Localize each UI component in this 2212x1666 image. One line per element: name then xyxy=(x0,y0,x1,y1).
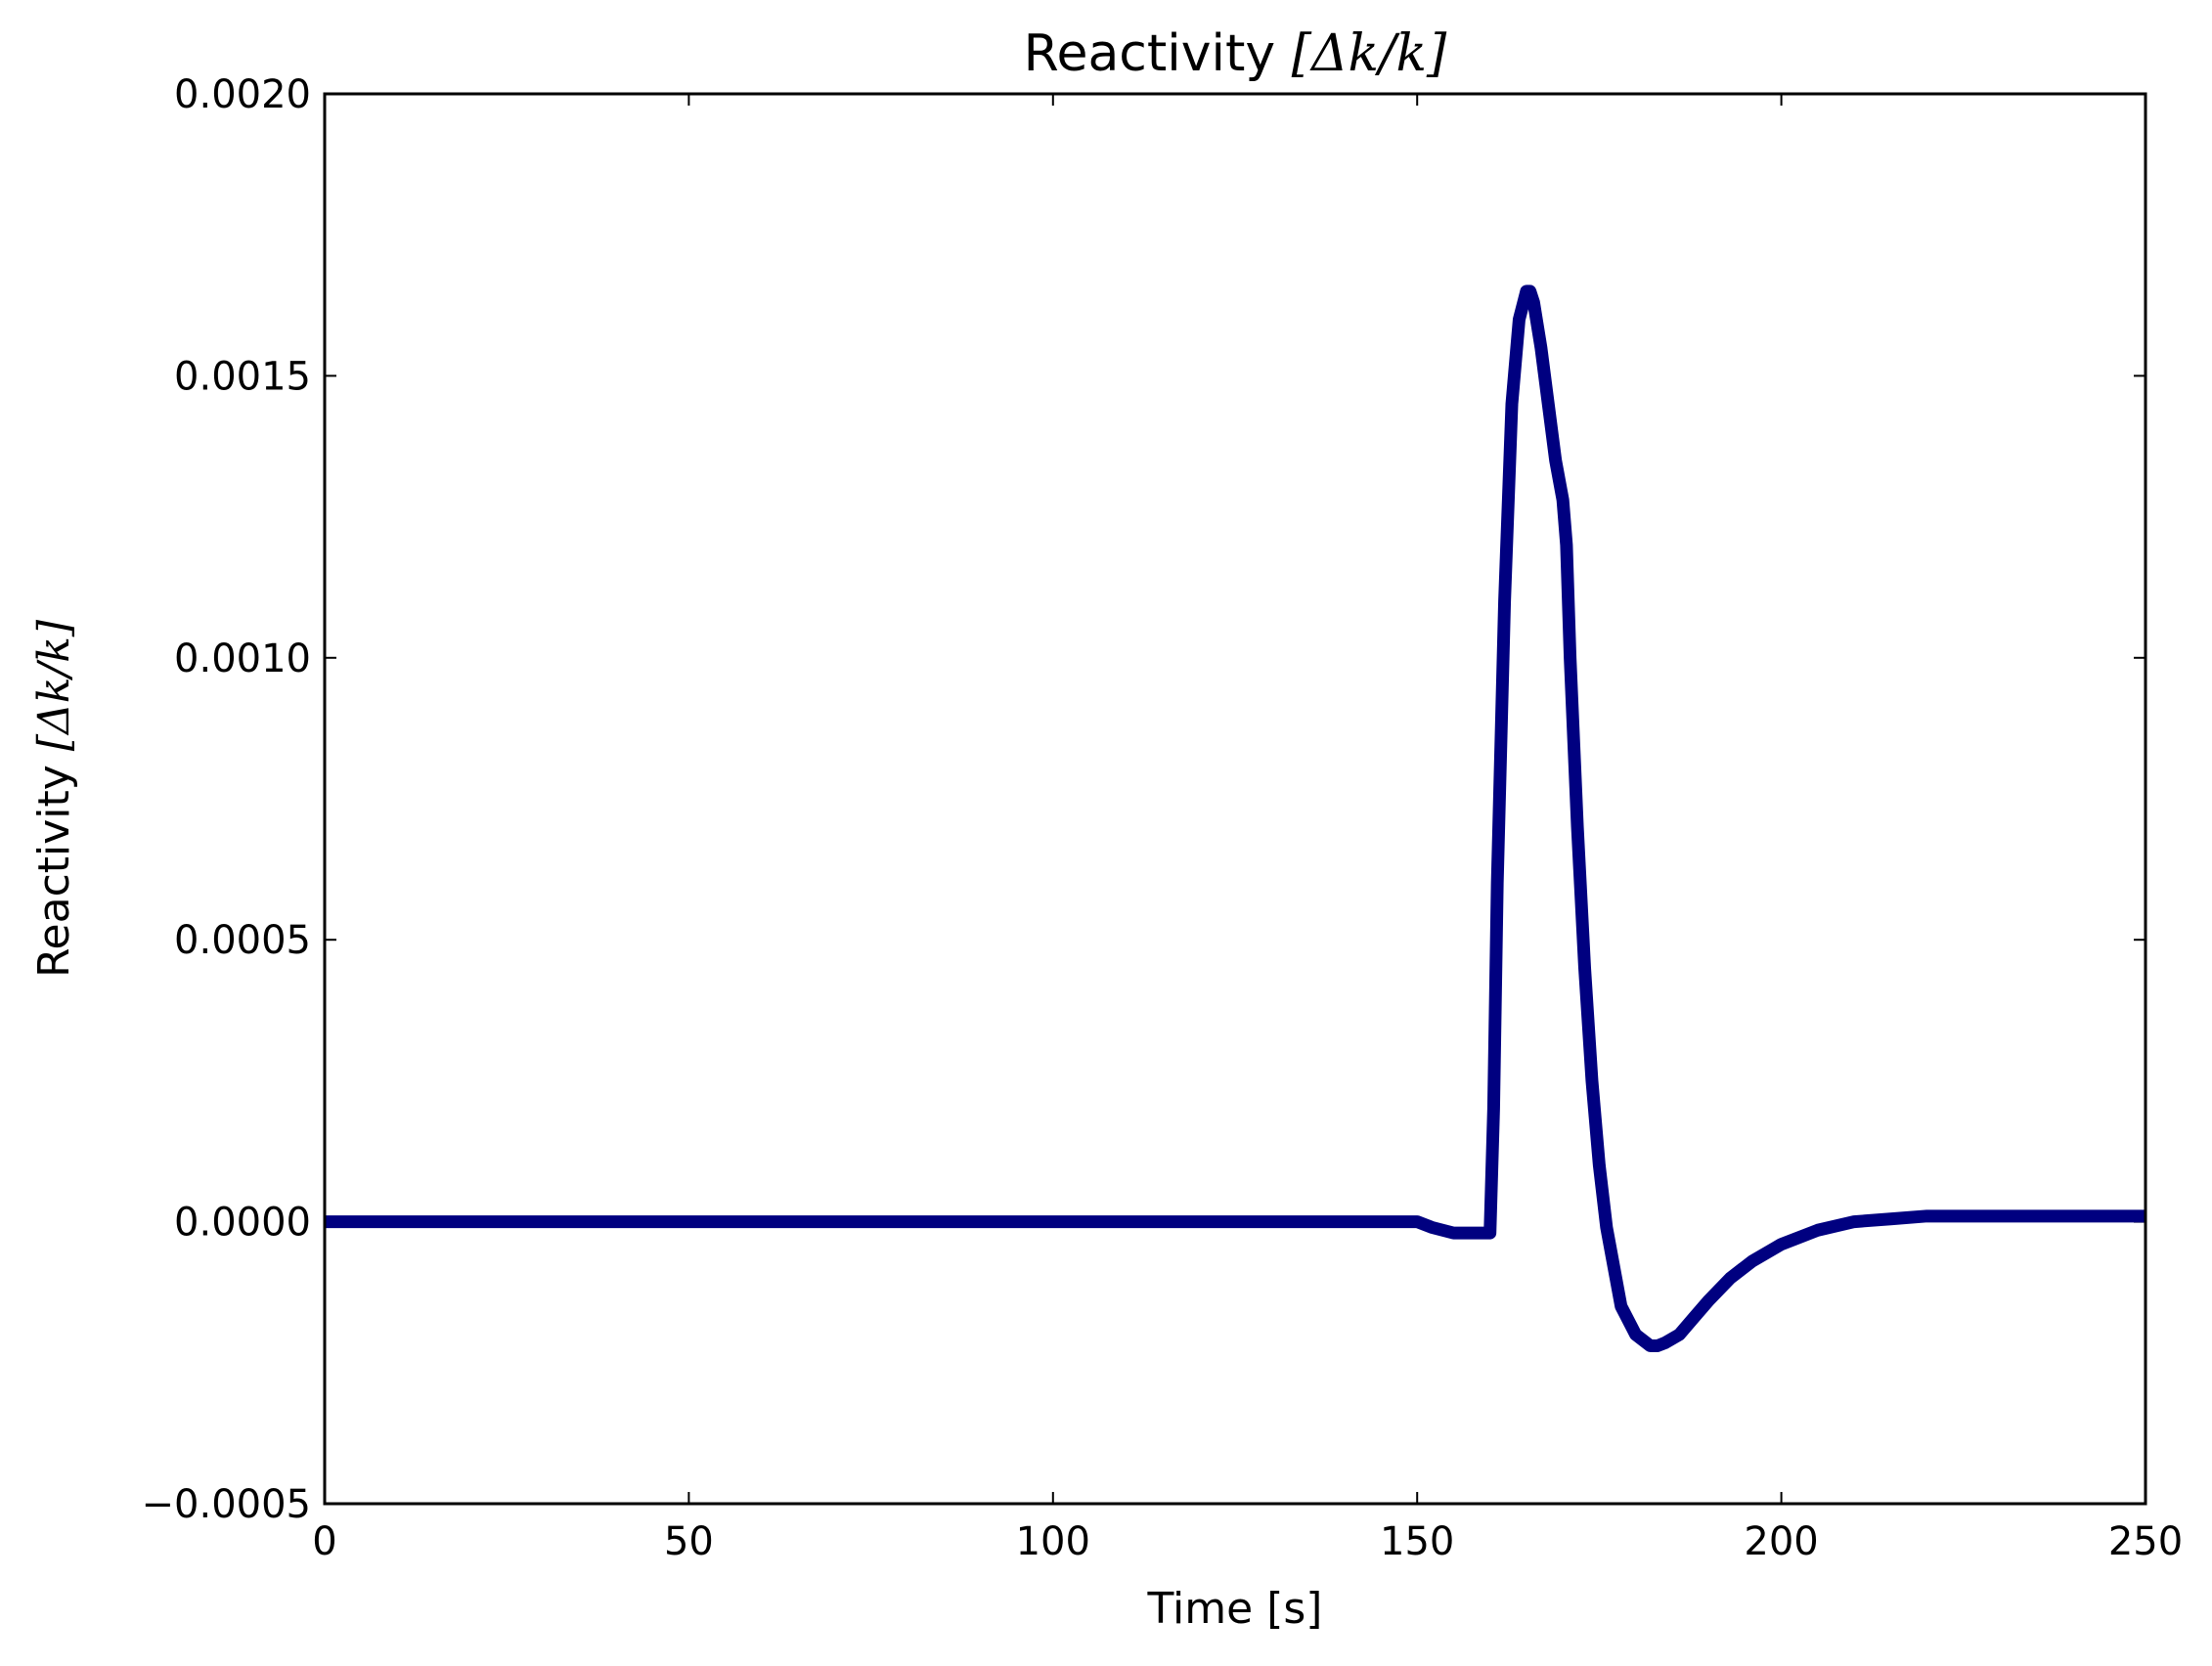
x-tick-label: 250 xyxy=(2108,1519,2183,1564)
x-tick-label: 150 xyxy=(1380,1519,1454,1564)
y-tick-label: 0.0015 xyxy=(174,354,311,399)
series-line-reactivity xyxy=(325,285,2146,1352)
y-tick-label: 0.0000 xyxy=(174,1201,311,1246)
y-tick-label: 0.0005 xyxy=(174,918,311,963)
plot-frame xyxy=(323,92,2147,1506)
chart-title-math: [Δk/k] xyxy=(1292,24,1447,83)
x-axis-ticks: 0 50 100 150 200 250 xyxy=(312,94,2183,1564)
y-tick-label: 0.0010 xyxy=(174,636,311,681)
y-axis-ticks: −0.0005 0.0000 0.0005 0.0010 0.0015 0.0020 xyxy=(142,72,2146,1527)
plot-clip-group xyxy=(325,285,2146,1352)
y-tick-label: 0.0020 xyxy=(174,72,311,117)
x-tick-label: 100 xyxy=(1016,1519,1090,1564)
x-tick-label: 0 xyxy=(312,1519,336,1564)
x-axis-title: Time [s] xyxy=(1147,1584,1323,1634)
chart-title-text: Reactivity xyxy=(1024,24,1292,83)
y-axis-title-text: Reactivity xyxy=(29,751,79,978)
y-tick-label: −0.0005 xyxy=(142,1482,311,1527)
x-tick-label: 50 xyxy=(664,1519,714,1564)
y-axis-title-math: [Δk/k] xyxy=(29,619,79,751)
y-axis-title: Reactivity [Δk/k] xyxy=(29,619,79,978)
x-tick-label: 200 xyxy=(1744,1519,1818,1564)
chart-title: Reactivity [Δk/k] xyxy=(1024,24,1447,83)
